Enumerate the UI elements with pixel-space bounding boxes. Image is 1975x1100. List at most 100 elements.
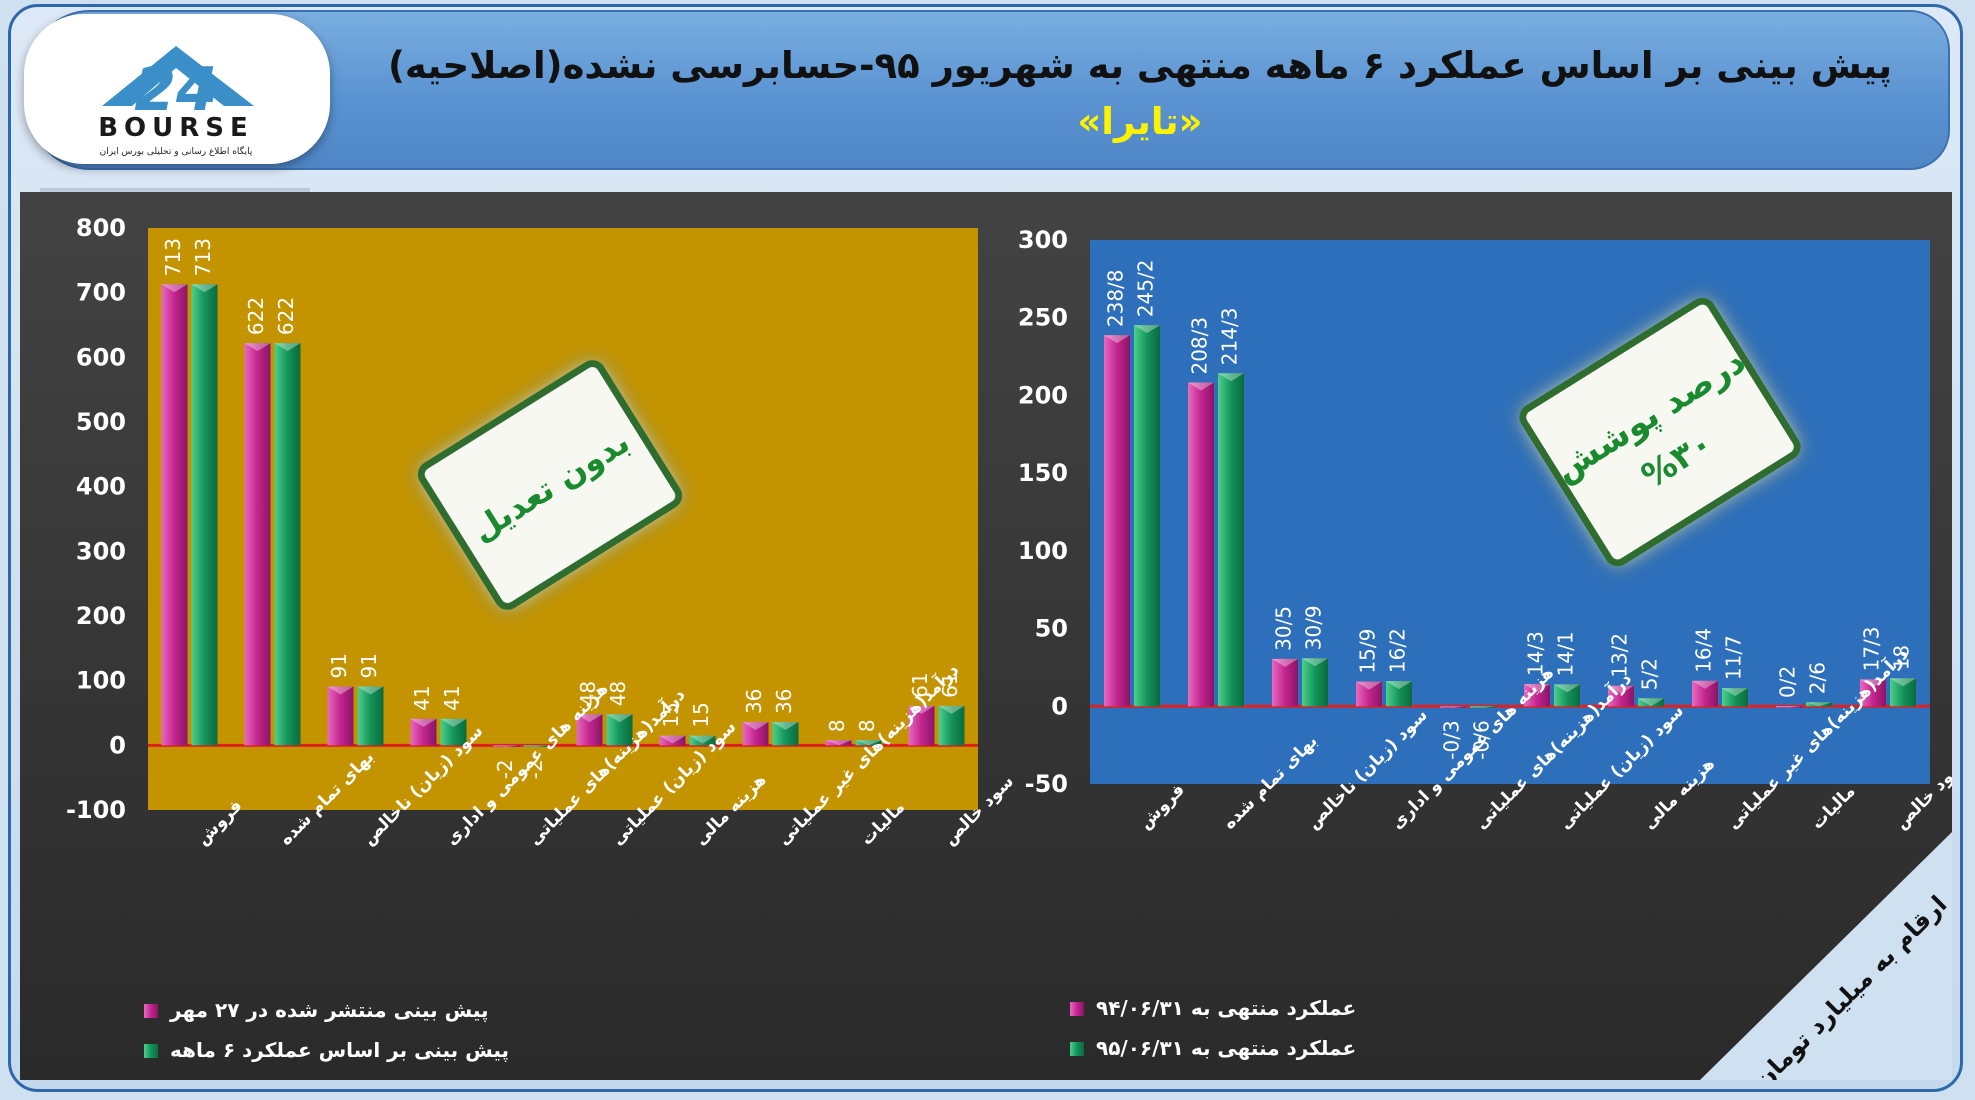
data-label: -2: [523, 759, 547, 779]
bar-b: [357, 686, 384, 746]
y-tick-label: 100: [76, 667, 126, 695]
corner-note: ارقام به میلیارد تومان: [1700, 832, 1952, 1094]
data-label: -0/3: [1440, 720, 1464, 759]
y-tick-label: 0: [1051, 692, 1068, 720]
y-tick-label: 0: [109, 731, 126, 759]
data-label: 15: [659, 702, 683, 727]
data-label: 16/2: [1386, 628, 1410, 673]
left-badge-box: [417, 360, 683, 610]
bar-a: [1440, 706, 1466, 708]
data-label: 14/1: [1554, 631, 1578, 676]
data-label: 8: [825, 719, 849, 732]
legend-swatch-b: [144, 1044, 158, 1058]
y-tick-label: 700: [76, 279, 126, 307]
legend-item: پیش بینی بر اساس عملکرد ۶ ماهه: [144, 1038, 509, 1063]
y-tick-label: 600: [76, 343, 126, 371]
data-label: -2: [493, 759, 517, 779]
bar-a: [327, 686, 354, 746]
bar-cap: [493, 745, 520, 747]
bar-a: [161, 284, 188, 746]
bar-cap: [1722, 688, 1748, 697]
bar-cap: [523, 745, 550, 747]
chart-panel: 800 700 600 500 400 300 200 100 0 -100 713 713 622 6…: [20, 192, 1969, 1094]
y-tick-label: 50: [1035, 615, 1068, 643]
bar-cap: [1386, 681, 1412, 690]
bar-cap: [191, 284, 218, 293]
title-banner: [30, 10, 1950, 170]
data-label: 5/2: [1638, 658, 1662, 690]
bar-b: [1806, 702, 1832, 707]
bar-cap: [1554, 684, 1580, 693]
data-label: 713: [191, 238, 215, 276]
bar-b: [1554, 684, 1580, 707]
legend-label-b: پیش بینی بر اساس عملکرد ۶ ماهه: [170, 1038, 509, 1063]
right-badge-box: [1519, 297, 1801, 567]
bar-cap: [410, 718, 437, 727]
logo-tagline: پایگاه اطلاع رسانی و تحلیلی بورس ایران: [100, 145, 253, 157]
bar-cap: [274, 343, 301, 352]
bar-b: [1302, 658, 1328, 707]
y-tick-label: 150: [1018, 459, 1068, 487]
bar-a: [410, 718, 437, 746]
bar-cap: [855, 740, 882, 746]
bar-cap: [1890, 678, 1916, 687]
logo-mark: 24: [134, 55, 218, 125]
data-label: 15: [689, 702, 713, 727]
legend-label-b: عملکرد منتهی به ۹۵/۰۶/۳۱: [1096, 1036, 1356, 1060]
bar-a: [1356, 681, 1382, 707]
y-tick-label: 400: [76, 473, 126, 501]
data-label: 36: [742, 689, 766, 714]
data-label: 91: [327, 653, 351, 678]
bar-b: [1722, 688, 1748, 707]
page-title: پیش بینی بر اساس عملکرد ۶ ماهه منتهی به …: [388, 44, 1892, 87]
y-tick-label: 200: [1018, 381, 1068, 409]
right-y-axis: 300 250 200 150 100 50 0 -50: [1018, 226, 1068, 798]
bar-a: [1860, 679, 1886, 707]
right-legend: عملکرد منتهی به ۹۴/۰۶/۳۱ عملکرد منتهی به…: [1070, 996, 1356, 1060]
bar-cap: [1860, 679, 1886, 688]
data-label: 36: [772, 689, 796, 714]
bar-a: [1272, 658, 1298, 707]
data-label: 238/8: [1104, 269, 1128, 327]
data-label: 41: [410, 685, 434, 710]
y-tick-label: 250: [1018, 304, 1068, 332]
bar-b: [1470, 706, 1496, 708]
y-tick-label: -50: [1025, 770, 1068, 798]
bar-cap: [1356, 681, 1382, 690]
bar-cap: [161, 284, 188, 293]
data-label: 0/2: [1776, 666, 1800, 698]
bar-cap: [1608, 685, 1634, 694]
left-badge: بدون تعدیل: [417, 360, 683, 610]
left-y-axis: 800 700 600 500 400 300 200 100 0 -100: [66, 214, 126, 824]
bar-b: [523, 745, 550, 747]
bar-a: [1776, 705, 1802, 708]
data-label: 622: [244, 297, 268, 335]
data-label: 15/9: [1356, 629, 1380, 674]
y-tick-label: 500: [76, 408, 126, 436]
bar-cap: [772, 722, 799, 731]
y-tick-label: 800: [76, 214, 126, 242]
category-label: مالیات: [1807, 781, 1859, 833]
legend-label-a: پیش بینی منتشر شده در ۲۷ مهر: [169, 998, 489, 1023]
bar-cap: [1218, 373, 1244, 382]
bar-b: [1638, 698, 1664, 707]
bar-a: [1104, 335, 1130, 707]
bar-b: [274, 343, 301, 746]
bar-a: [1608, 685, 1634, 707]
bar-a: [908, 705, 935, 746]
bar-cap: [1302, 658, 1328, 667]
bar-cap: [327, 686, 354, 695]
bar-cap: [1134, 325, 1160, 334]
bar-cap: [938, 705, 965, 714]
bar-a: [1188, 382, 1214, 707]
data-label: 17/3: [1860, 626, 1884, 671]
data-label: 2/6: [1806, 662, 1830, 694]
bar-cap: [1524, 684, 1550, 693]
bar-b: [191, 284, 218, 746]
y-tick-label: 300: [1018, 226, 1068, 254]
category-label: فروش: [1135, 780, 1189, 834]
data-label: 91: [357, 653, 381, 678]
bar-cap: [1188, 382, 1214, 391]
